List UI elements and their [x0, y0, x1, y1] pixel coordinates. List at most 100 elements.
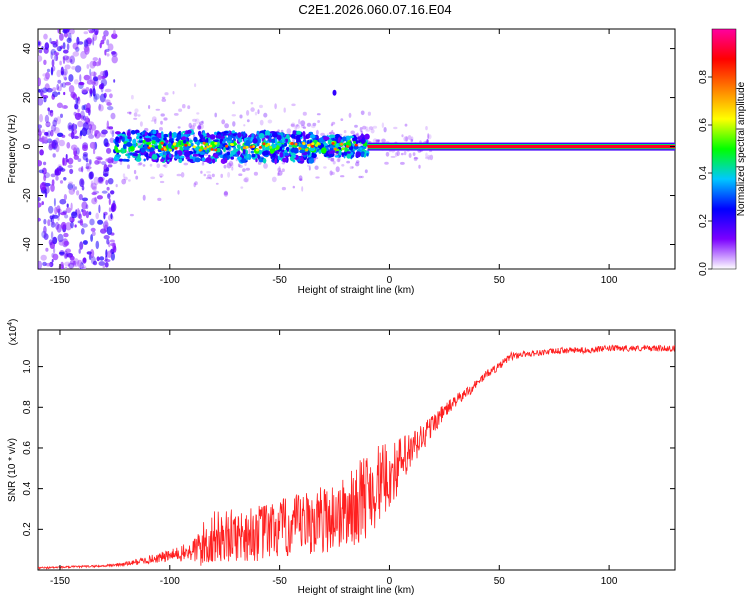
heatmap-cell [107, 164, 113, 168]
heatmap-cell [55, 143, 60, 153]
heatmap-cell [226, 151, 231, 156]
heatmap-cell [110, 213, 113, 220]
heatmap-cell [340, 175, 345, 178]
heatmap-cell [106, 147, 112, 154]
heatmap-cell [209, 177, 213, 180]
heatmap-cell [118, 158, 124, 162]
heatmap-cell [156, 132, 163, 139]
heatmap-cell [132, 138, 137, 145]
heatmap-cell [346, 160, 350, 164]
heatmap-cell [364, 133, 370, 140]
heatmap-cell [64, 266, 68, 269]
heatmap-cell [106, 39, 110, 46]
heatmap-cell [79, 218, 84, 226]
heatmap-cell [111, 33, 118, 39]
heatmap-cell [66, 43, 70, 51]
heatmap-cell [77, 262, 83, 269]
heatmap-cell [104, 88, 112, 93]
heatmap-cell [52, 91, 58, 98]
heatmap-cell [163, 117, 168, 121]
heatmap-cell [81, 88, 87, 94]
heatmap-cell [121, 133, 125, 137]
heatmap-cell [65, 252, 69, 257]
heatmap-cell [274, 103, 277, 110]
heatmap-cell [361, 175, 364, 179]
heatmap-cell [290, 142, 294, 146]
heatmap-cell [53, 54, 59, 62]
heatmap-cell [337, 156, 341, 163]
heatmap-cell [246, 119, 250, 123]
heatmap-cell [68, 125, 72, 130]
heatmap-cell [237, 132, 242, 138]
heatmap-cell [76, 147, 80, 155]
heatmap-cell [99, 93, 106, 103]
heatmap-cell [78, 248, 81, 254]
heatmap-cell [56, 102, 63, 109]
heatmap-cell [194, 181, 198, 186]
heatmap-cell [192, 153, 199, 157]
heatmap-cell [43, 225, 47, 235]
heatmap-cell [314, 144, 319, 147]
heatmap-cell [57, 86, 62, 92]
heatmap-cell [331, 142, 335, 145]
heatmap-cell [269, 148, 276, 154]
heatmap-cell [178, 155, 185, 159]
heatmap-cell [131, 94, 134, 100]
heatmap-cell [310, 145, 314, 148]
colorbar-ticks: 0.0 0.2 0.4 0.6 0.8 [698, 70, 712, 276]
heatmap-cell [246, 137, 252, 140]
heatmap-cell [92, 57, 99, 62]
heatmap-cell [425, 156, 429, 160]
heatmap-cell [107, 106, 114, 111]
heatmap-cell [405, 136, 409, 142]
spectrogram-xlabel: Height of straight line (km) [298, 285, 415, 296]
heatmap-cell [340, 142, 344, 146]
heatmap-cell [103, 30, 109, 37]
heatmap-cell [158, 152, 164, 157]
heatmap-cell [38, 77, 41, 87]
heatmap-cell [91, 192, 97, 196]
heatmap-cell [93, 176, 99, 186]
heatmap-cell [99, 42, 102, 49]
heatmap-cell [70, 131, 75, 140]
heatmap-cell [133, 117, 138, 120]
heatmap-cell [300, 120, 306, 126]
heatmap-cell [187, 143, 191, 147]
heatmap-cell [178, 158, 183, 164]
heatmap-cell [104, 262, 109, 268]
heatmap-cell [294, 142, 298, 146]
heatmap-cell [418, 164, 421, 169]
heatmap-cell [233, 136, 236, 140]
heatmap-cell [170, 138, 174, 142]
heatmap-cell [57, 91, 61, 95]
heatmap-cell [307, 143, 311, 147]
heatmap-cell [160, 113, 165, 117]
heatmap-cell [81, 201, 88, 210]
spectrogram-ytick-label: 40 [22, 43, 33, 55]
heatmap-cell [48, 140, 56, 149]
heatmap-cell [359, 127, 363, 132]
heatmap-cell [97, 219, 104, 225]
heatmap-cell [230, 156, 234, 160]
heatmap-cell [73, 79, 79, 85]
heatmap-cell [206, 145, 210, 149]
heatmap-cell [159, 175, 163, 178]
heatmap-cell [102, 221, 109, 230]
heatmap-cell [59, 198, 67, 205]
heatmap-cell [269, 146, 273, 149]
heatmap-cell [284, 142, 288, 147]
heatmap-cell [299, 149, 306, 154]
heatmap-cell [184, 143, 188, 147]
heatmap-cell [404, 123, 408, 127]
heatmap-cell [228, 142, 231, 146]
heatmap-cell [290, 123, 295, 127]
heatmap-cell [107, 193, 111, 200]
heatmap-cell [223, 190, 228, 196]
heatmap-cell [176, 134, 182, 140]
heatmap-cell [77, 120, 84, 128]
heatmap-cell [44, 191, 48, 198]
heatmap-cell [165, 139, 169, 143]
snr-series-line [38, 344, 675, 570]
heatmap-cell [129, 111, 132, 115]
heatmap-cell [113, 156, 120, 161]
